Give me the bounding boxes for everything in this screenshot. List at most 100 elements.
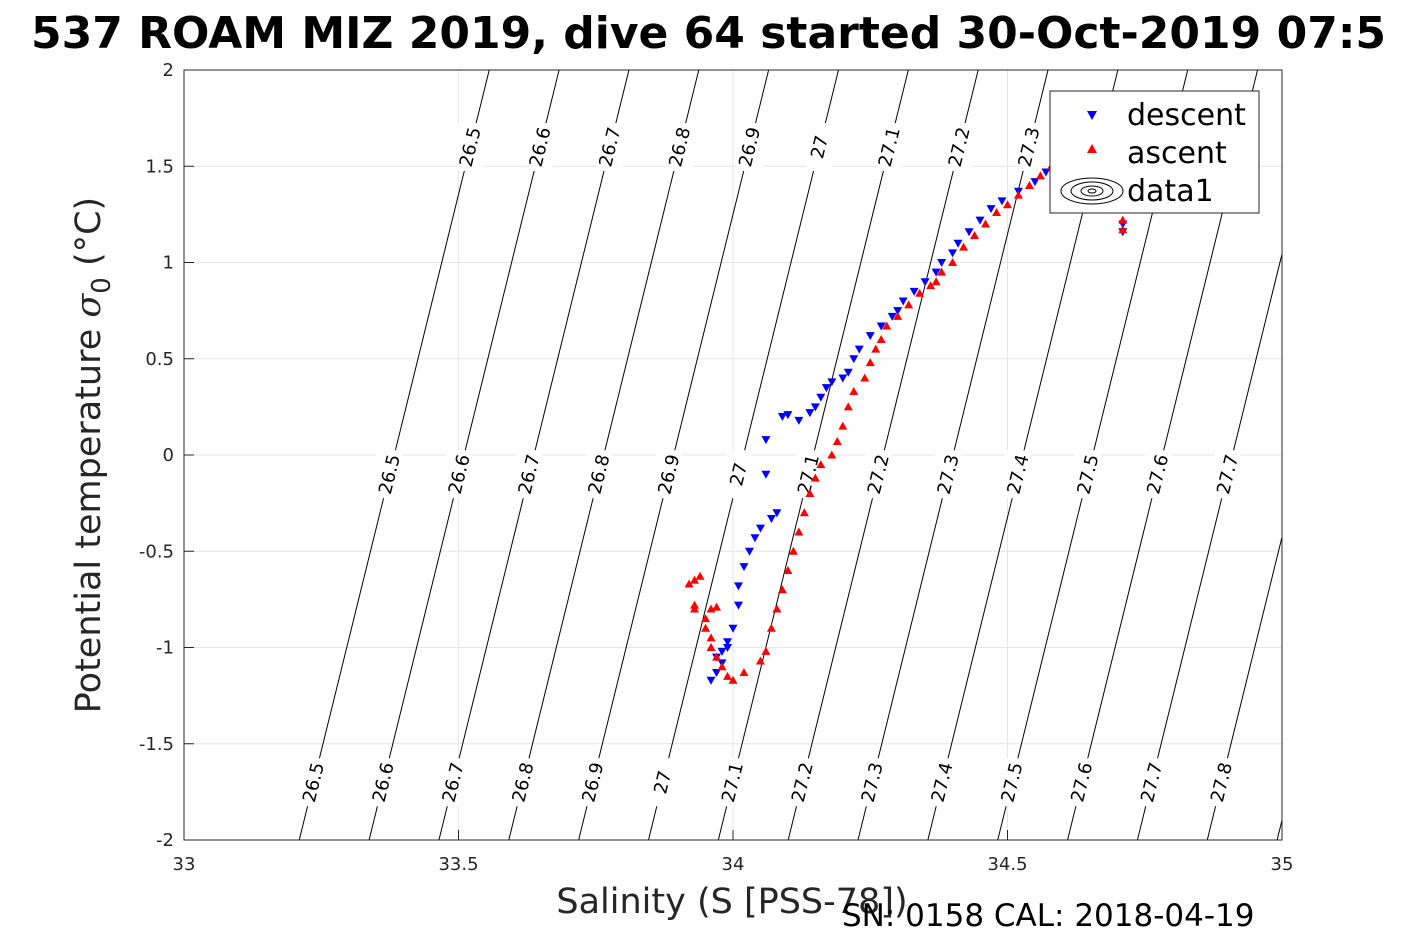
descent-point	[744, 547, 754, 556]
contour-label-bg	[527, 123, 554, 171]
descent-point	[723, 644, 733, 652]
contour-label-bg	[516, 450, 543, 499]
ascent-point	[926, 281, 936, 290]
ascent-point	[805, 489, 815, 497]
ascent-point	[701, 623, 711, 632]
axis-ticks: 33 33.5 34 34.5 35 -2 -1.5 -1 -0.5 0 0.5 1 1.5 2	[139, 60, 1294, 875]
isopycnal-line	[1206, 535, 1282, 840]
ascent-point	[772, 604, 782, 613]
ascent-point	[690, 575, 700, 584]
descent-point	[821, 384, 831, 393]
ascent-point	[931, 277, 941, 286]
descent-point	[1030, 178, 1040, 187]
legend-contour-icon	[1060, 177, 1124, 205]
legend-ascent-marker	[1087, 144, 1097, 153]
ascent-point	[937, 267, 947, 276]
contour-label-bg	[1074, 450, 1101, 499]
contour-label-bg	[666, 123, 693, 171]
ascent-point	[712, 652, 722, 661]
contour-label-bg	[649, 758, 676, 807]
ascent-point	[723, 671, 733, 680]
contour-label-bg	[579, 758, 606, 807]
descent-point	[761, 436, 771, 445]
descent-point	[723, 638, 733, 647]
descent-point	[843, 368, 853, 377]
contour-label-bg	[795, 450, 822, 499]
y-tick-label: 0	[163, 445, 174, 466]
descent-point	[854, 345, 864, 354]
descent-point	[772, 509, 782, 518]
contour-label-bg	[1138, 758, 1165, 807]
ascent-point	[706, 643, 716, 651]
contour-label-bg	[1068, 758, 1095, 807]
ascent-point	[788, 546, 798, 555]
contour-label-bg	[510, 758, 537, 807]
ascent-point	[876, 335, 886, 343]
serial-calibration-footer: SN: 0158 CAL: 2018-04-19	[842, 898, 1255, 934]
ascent-point	[827, 450, 837, 459]
descent-point	[964, 228, 974, 237]
y-axis-label-main: Potential temperature	[69, 318, 109, 714]
contour-label-bg	[806, 123, 833, 171]
contour-label-bg	[1208, 758, 1235, 807]
ascent-point	[717, 662, 727, 671]
contour-label-bg	[440, 758, 467, 807]
ascent-point	[1003, 200, 1012, 209]
chart-title: 537 ROAM MIZ 2019, dive 64 started 30-Oc…	[30, 8, 1387, 59]
y-tick-label: -1	[156, 638, 174, 659]
descent-point	[948, 249, 958, 258]
ascent-point	[701, 614, 711, 623]
y-tick-label: -2	[156, 830, 174, 851]
ascent-point	[695, 571, 705, 580]
ascent-point	[1118, 225, 1128, 234]
contour-label-bg	[1214, 450, 1241, 499]
ascent-point	[970, 231, 980, 240]
descent-point	[849, 355, 859, 364]
legend-descent-marker	[1087, 111, 1097, 120]
y-axis-label-sigma: σ	[69, 293, 109, 318]
descent-point	[909, 287, 919, 296]
ascent-point	[766, 623, 776, 632]
descent-point	[1041, 168, 1051, 177]
descent-point	[739, 563, 749, 572]
ascent-point	[948, 258, 958, 266]
contour-label-bg	[929, 758, 956, 807]
y-tick-label: 1.5	[145, 156, 174, 177]
legend-box	[1049, 90, 1260, 214]
y-axis-label-sub: 0	[87, 277, 117, 294]
ascent-point	[849, 386, 859, 395]
x-tick-label: 33	[173, 854, 196, 875]
ascent-point	[761, 646, 771, 655]
ascent-point	[1035, 171, 1045, 180]
descent-point	[712, 669, 722, 678]
descent-point	[717, 647, 727, 656]
ascent-point	[728, 675, 738, 684]
ascent-point	[915, 288, 925, 297]
contour-label-bg	[370, 758, 397, 807]
descent-point	[893, 307, 903, 316]
ascent-point	[992, 207, 1002, 216]
descent-point	[920, 278, 930, 287]
ascent-point	[810, 473, 820, 482]
descent-point	[937, 259, 947, 267]
descent-point	[838, 374, 848, 383]
descent-point	[766, 515, 776, 524]
contour-label-bg	[719, 758, 746, 807]
contour-label-bg	[655, 450, 682, 499]
ascent-point	[777, 585, 787, 594]
y-axis-label-unit: (°C)	[69, 197, 109, 277]
y-tick-label: 0.5	[145, 349, 174, 370]
x-axis-label: Salinity (S [PSS-78])	[556, 882, 907, 922]
contour-label-bg	[1144, 450, 1171, 499]
descent-point	[783, 411, 793, 420]
descent-point	[931, 268, 941, 277]
descent-point	[805, 409, 815, 418]
contour-label-bg	[300, 758, 327, 807]
contour-label-bg	[446, 450, 473, 499]
ascent-point	[755, 656, 765, 665]
descent-point	[975, 216, 985, 225]
descent-point	[755, 524, 765, 533]
y-tick-label: 1	[163, 253, 174, 274]
y-tick-label: 2	[163, 60, 174, 81]
